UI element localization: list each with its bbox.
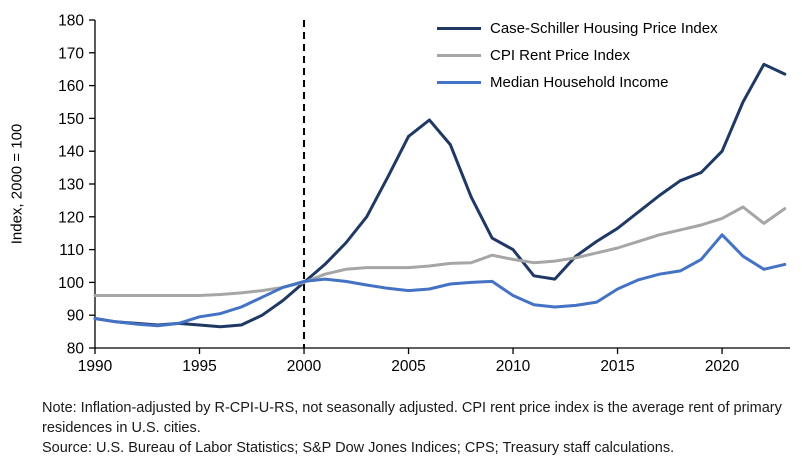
x-tick-label: 2010 (496, 358, 531, 375)
chart-canvas: 80 90 100 110 120 130 140 150 160 170 180 1990 1995 2… (58, 13, 790, 375)
legend-label-median-income: Median Household Income (490, 74, 669, 91)
x-tick-label: 2005 (391, 358, 425, 375)
legend-swatch-median-income (437, 80, 481, 85)
legend-item-cpi-rent: CPI Rent Price Index (437, 42, 718, 69)
x-tick-label: 1995 (182, 358, 216, 375)
x-tick-label: 2015 (600, 358, 634, 375)
y-tick-label: 120 (58, 209, 84, 226)
source-text: Source: U.S. Bureau of Labor Statistics;… (42, 440, 675, 456)
y-tick-label: 80 (67, 341, 85, 358)
y-tick-label: 180 (58, 13, 84, 30)
y-tick-label: 100 (58, 275, 84, 292)
x-tick-label: 2020 (705, 358, 740, 375)
y-tick-label: 140 (58, 144, 84, 161)
y-tick-label: 150 (58, 111, 84, 128)
note-text: Note: Inflation-adjusted by R-CPI-U-RS, … (42, 400, 782, 436)
series-line-cpi-rent-price-index (93, 205, 787, 297)
x-tick-label: 1990 (78, 358, 113, 375)
series-line-case-schiller-housing-price-index (93, 62, 787, 329)
legend-item-case-schiller: Case-Schiller Housing Price Index (437, 15, 718, 42)
legend-swatch-cpi-rent (437, 53, 481, 58)
footnotes: Note: Inflation-adjusted by R-CPI-U-RS, … (42, 398, 790, 458)
y-tick-label: 110 (59, 242, 84, 259)
x-tick-label: 2000 (287, 358, 322, 375)
y-axis-title: Index, 2000 = 100 (8, 123, 26, 245)
y-tick-label: 160 (58, 78, 84, 95)
legend-swatch-case-schiller (437, 26, 481, 31)
y-tick-label: 130 (58, 177, 84, 194)
y-tick-label: 90 (67, 308, 85, 325)
legend-item-median-income: Median Household Income (437, 69, 718, 96)
legend-label-cpi-rent: CPI Rent Price Index (490, 47, 631, 64)
legend-label-case-schiller: Case-Schiller Housing Price Index (490, 20, 718, 37)
y-tick-label: 170 (58, 45, 84, 62)
series-line-median-household-income (93, 233, 787, 328)
legend: Case-Schiller Housing Price Index CPI Re… (437, 15, 718, 96)
line-chart: 80 90 100 110 120 130 140 150 160 170 180 1990 1995 2… (8, 13, 790, 375)
